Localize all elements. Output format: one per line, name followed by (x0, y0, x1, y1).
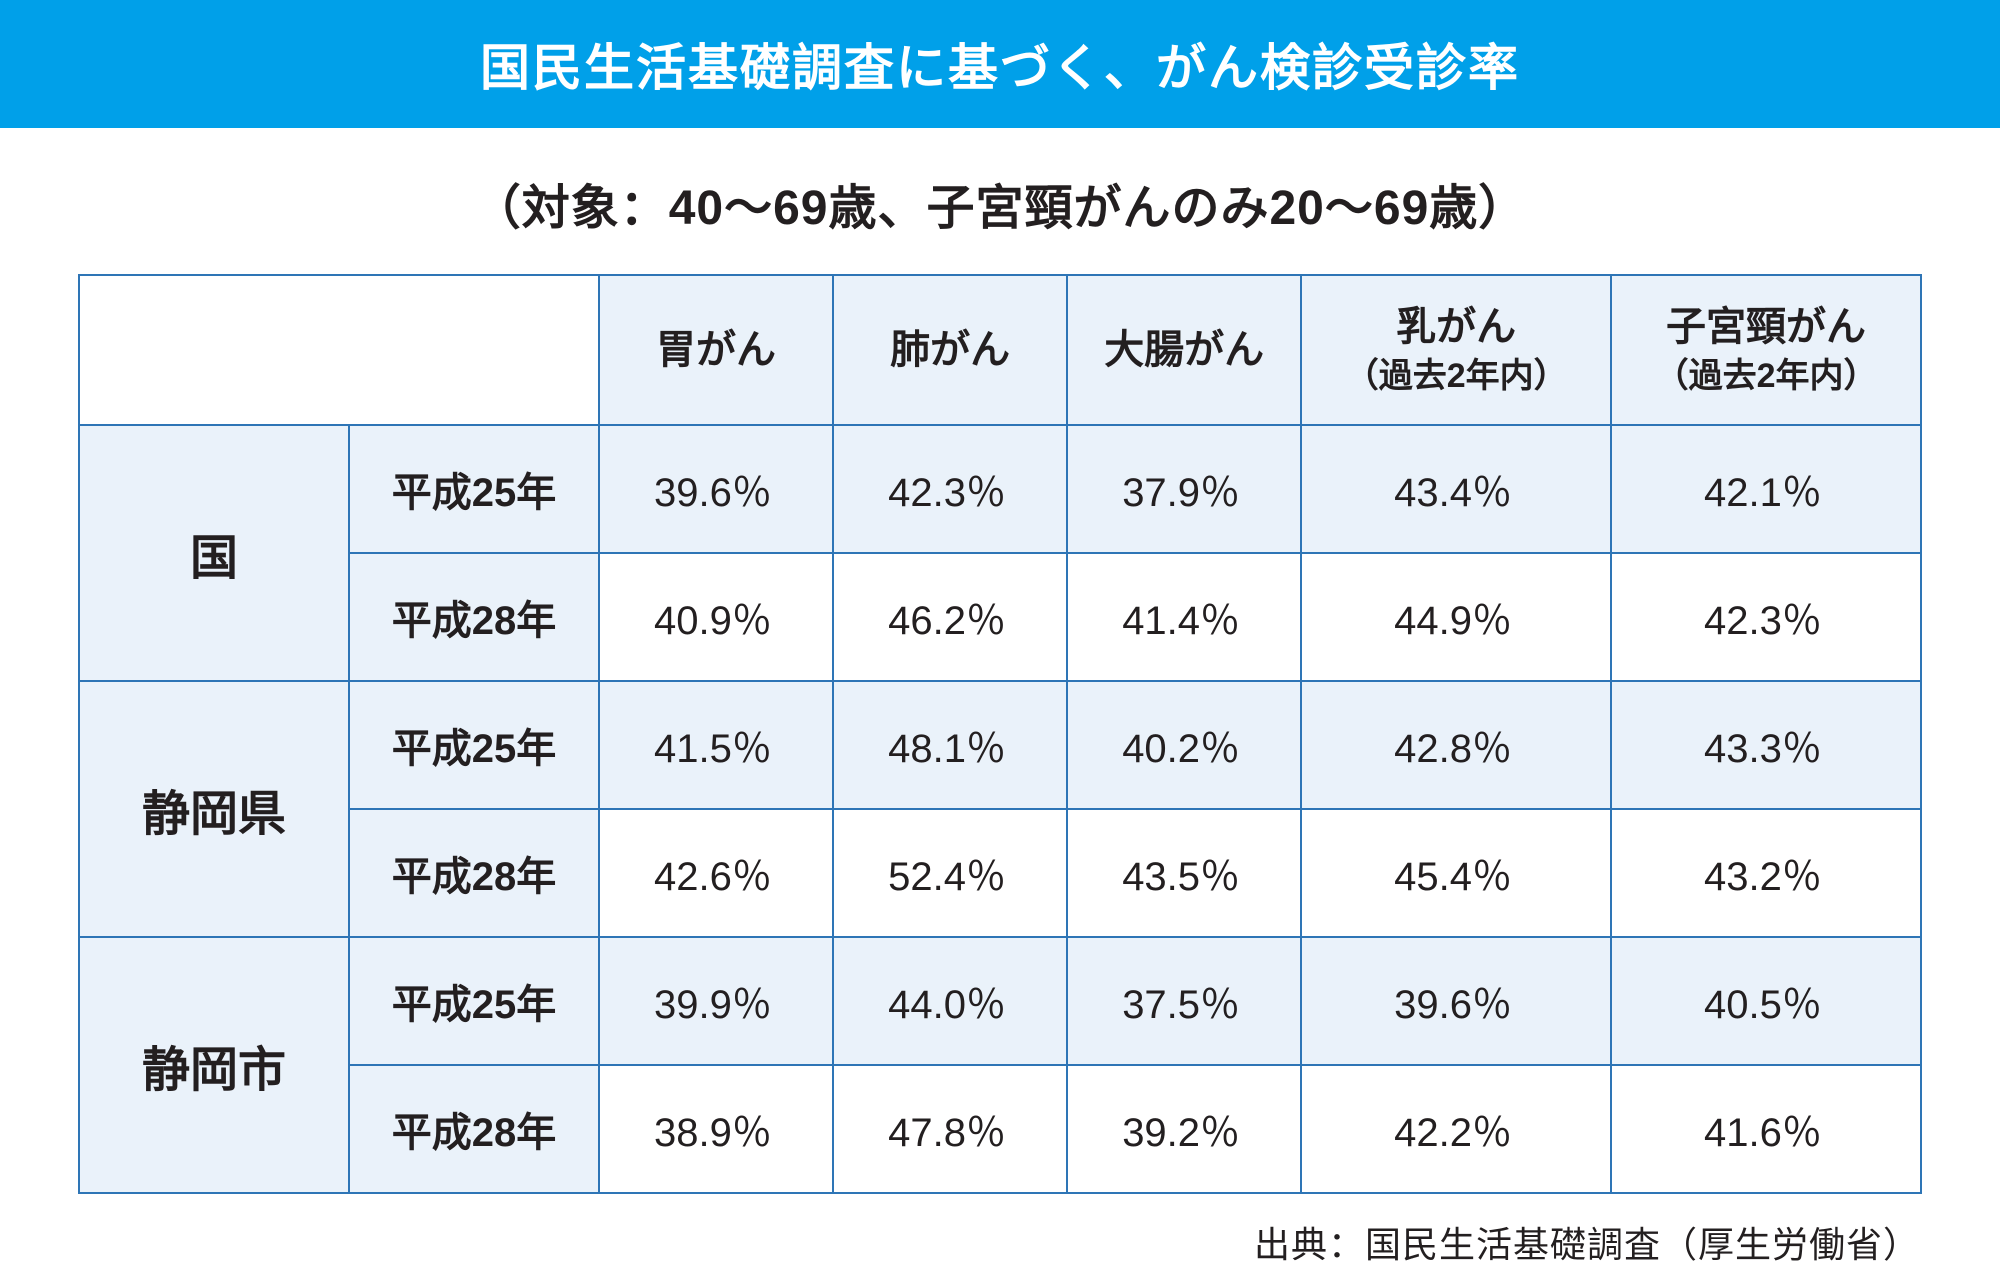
col-header-0: 胃がん (599, 275, 833, 425)
data-cell: 42.3％ (833, 425, 1067, 553)
data-value: 39.6％ (636, 460, 796, 518)
data-value: 46.2％ (870, 588, 1030, 646)
col-label: 肺がん (890, 328, 1010, 372)
blank-header (79, 275, 599, 425)
data-cell: 42.6％ (599, 809, 833, 937)
data-cell: 40.2％ (1067, 681, 1301, 809)
col-header-2: 大腸がん (1067, 275, 1301, 425)
data-value: 41.5％ (636, 716, 796, 774)
year-cell: 平成28年 (349, 809, 599, 937)
data-cell: 44.9％ (1301, 553, 1611, 681)
data-cell: 45.4％ (1301, 809, 1611, 937)
col-header-1: 肺がん (833, 275, 1067, 425)
data-cell: 48.1％ (833, 681, 1067, 809)
data-value: 39.2％ (1104, 1100, 1264, 1158)
data-cell: 43.3％ (1611, 681, 1921, 809)
data-value: 39.9％ (636, 972, 796, 1030)
data-cell: 42.2％ (1301, 1065, 1611, 1193)
data-value: 40.9％ (636, 588, 796, 646)
table-header-row: 胃がん 肺がん 大腸がん 乳がん （過去2年内） (79, 275, 1921, 425)
table-wrapper: 胃がん 肺がん 大腸がん 乳がん （過去2年内） (0, 274, 2000, 1194)
data-cell: 41.6％ (1611, 1065, 1921, 1193)
col-header-3: 乳がん （過去2年内） (1301, 275, 1611, 425)
data-value: 44.0％ (870, 972, 1030, 1030)
source-text: 出典：国民生活基礎調査（厚生労働省） (0, 1194, 2000, 1268)
table-row: 国 平成25年 39.6％ 42.3％ 37.9％ 43.4％ 42.1％ (79, 425, 1921, 553)
data-cell: 37.9％ (1067, 425, 1301, 553)
table-row: 静岡県 平成25年 41.5％ 48.1％ 40.2％ 42.8％ 43.3％ (79, 681, 1921, 809)
data-value: 42.3％ (870, 460, 1030, 518)
data-value: 42.2％ (1376, 1100, 1536, 1158)
table-body: 国 平成25年 39.6％ 42.3％ 37.9％ 43.4％ 42.1％ 平成… (79, 425, 1921, 1193)
data-value: 42.1％ (1686, 460, 1846, 518)
table-row: 静岡市 平成25年 39.9％ 44.0％ 37.5％ 39.6％ 40.5％ (79, 937, 1921, 1065)
data-value: 41.6％ (1686, 1100, 1846, 1158)
region-cell: 静岡県 (79, 681, 349, 937)
data-cell: 38.9％ (599, 1065, 833, 1193)
data-value: 38.9％ (636, 1100, 796, 1158)
data-cell: 40.9％ (599, 553, 833, 681)
data-cell: 42.3％ (1611, 553, 1921, 681)
data-value: 39.6％ (1376, 972, 1536, 1030)
table-row: 平成28年 38.9％ 47.8％ 39.2％ 42.2％ 41.6％ (79, 1065, 1921, 1193)
data-value: 37.5％ (1104, 972, 1264, 1030)
data-value: 47.8％ (870, 1100, 1030, 1158)
year-cell: 平成25年 (349, 937, 599, 1065)
data-cell: 47.8％ (833, 1065, 1067, 1193)
region-cell: 国 (79, 425, 349, 681)
year-cell: 平成25年 (349, 681, 599, 809)
data-value: 44.9％ (1376, 588, 1536, 646)
year-cell: 平成28年 (349, 553, 599, 681)
data-cell: 39.6％ (1301, 937, 1611, 1065)
data-cell: 43.5％ (1067, 809, 1301, 937)
page-container: 国民生活基礎調査に基づく、がん検診受診率 （対象：40〜69歳、子宮頸がんのみ2… (0, 0, 2000, 1268)
data-value: 40.5％ (1686, 972, 1846, 1030)
data-cell: 43.2％ (1611, 809, 1921, 937)
col-label: 胃がん (656, 328, 776, 372)
col-label: 子宮頸がん (1666, 305, 1866, 349)
data-value: 43.4％ (1376, 460, 1536, 518)
data-cell: 43.4％ (1301, 425, 1611, 553)
screening-rate-table: 胃がん 肺がん 大腸がん 乳がん （過去2年内） (78, 274, 1922, 1194)
data-value: 40.2％ (1104, 716, 1264, 774)
table-row: 平成28年 40.9％ 46.2％ 41.4％ 44.9％ 42.3％ (79, 553, 1921, 681)
data-cell: 37.5％ (1067, 937, 1301, 1065)
data-cell: 39.6％ (599, 425, 833, 553)
data-value: 41.4％ (1104, 588, 1264, 646)
data-value: 43.5％ (1104, 844, 1264, 902)
data-cell: 39.2％ (1067, 1065, 1301, 1193)
data-value: 43.2％ (1686, 844, 1846, 902)
table-row: 平成28年 42.6％ 52.4％ 43.5％ 45.4％ 43.2％ (79, 809, 1921, 937)
data-cell: 46.2％ (833, 553, 1067, 681)
data-value: 52.4％ (870, 844, 1030, 902)
col-sublabel: （過去2年内） (1620, 354, 1912, 400)
year-cell: 平成28年 (349, 1065, 599, 1193)
col-label: 大腸がん (1104, 328, 1264, 372)
data-cell: 39.9％ (599, 937, 833, 1065)
data-value: 42.8％ (1376, 716, 1536, 774)
data-cell: 44.0％ (833, 937, 1067, 1065)
data-cell: 41.4％ (1067, 553, 1301, 681)
data-cell: 40.5％ (1611, 937, 1921, 1065)
data-cell: 41.5％ (599, 681, 833, 809)
data-value: 43.3％ (1686, 716, 1846, 774)
page-subtitle: （対象：40〜69歳、子宮頸がんのみ20〜69歳） (0, 128, 2000, 274)
data-value: 48.1％ (870, 716, 1030, 774)
region-cell: 静岡市 (79, 937, 349, 1193)
data-cell: 42.1％ (1611, 425, 1921, 553)
col-label: 乳がん (1396, 305, 1516, 349)
data-cell: 52.4％ (833, 809, 1067, 937)
year-cell: 平成25年 (349, 425, 599, 553)
data-value: 42.3％ (1686, 588, 1846, 646)
data-cell: 42.8％ (1301, 681, 1611, 809)
data-value: 37.9％ (1104, 460, 1264, 518)
page-title: 国民生活基礎調査に基づく、がん検診受診率 (0, 0, 2000, 128)
data-value: 45.4％ (1376, 844, 1536, 902)
col-sublabel: （過去2年内） (1310, 354, 1602, 400)
col-header-4: 子宮頸がん （過去2年内） (1611, 275, 1921, 425)
data-value: 42.6％ (636, 844, 796, 902)
